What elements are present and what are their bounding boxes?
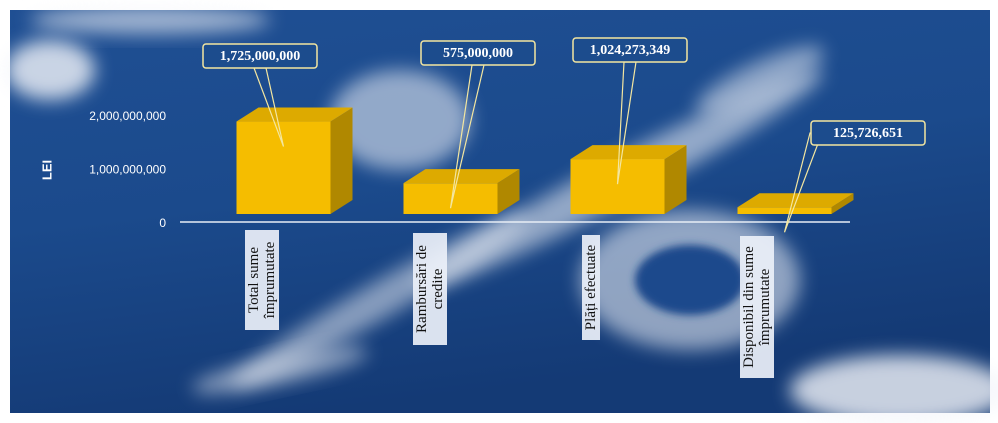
bar <box>236 121 331 214</box>
value-label-box <box>572 37 688 63</box>
value-label: 1,725,000,000 <box>220 49 301 64</box>
bar-group <box>570 145 687 214</box>
value-label: 125,726,651 <box>833 126 903 141</box>
bar <box>570 159 665 214</box>
value-label: 1,024,273,349 <box>590 43 671 58</box>
y-tick-label: 2,000,000,000 <box>89 109 166 123</box>
value-label: 575,000,000 <box>443 46 513 61</box>
bar-top <box>236 107 353 122</box>
y-axis-label: LEI <box>39 160 54 180</box>
x-tick-label: Plăți efectuate <box>582 235 600 340</box>
value-label-box <box>810 120 926 146</box>
bar <box>737 207 832 214</box>
bar-top <box>403 169 520 184</box>
value-label-box <box>202 43 318 69</box>
bar-group <box>737 193 854 214</box>
bar-group <box>236 107 353 214</box>
y-tick-label: 1,000,000,000 <box>89 163 166 177</box>
bar-top <box>737 193 854 208</box>
x-tick-label: Rambursări de credite <box>413 233 447 345</box>
y-tick-label: 0 <box>159 216 166 230</box>
bar-top <box>570 145 687 160</box>
bar-side <box>831 193 854 214</box>
x-tick-label: Disponibil din sume împrumutate <box>740 236 774 378</box>
bar-side <box>664 145 687 214</box>
x-tick-label: Total sume împrumutate <box>245 230 279 330</box>
bar-side <box>497 169 520 214</box>
bar-group <box>403 169 520 214</box>
bar <box>403 183 498 214</box>
value-label-box <box>420 40 536 66</box>
bar-side <box>330 107 353 214</box>
